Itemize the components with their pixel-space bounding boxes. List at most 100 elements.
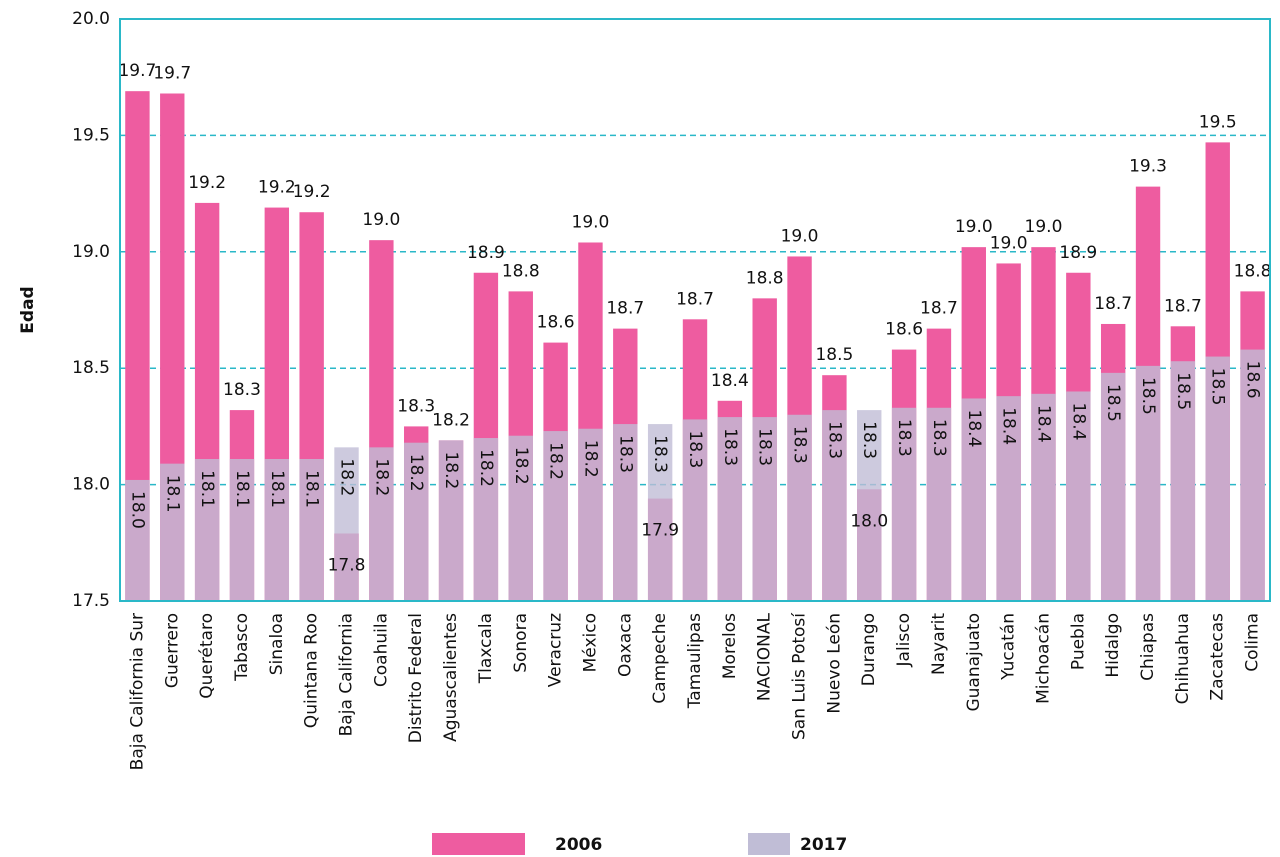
data-label: 18.2 [337, 458, 357, 496]
data-label: 17.9 [641, 521, 679, 541]
data-label: 18.4 [1033, 405, 1053, 443]
data-label: 19.0 [572, 212, 610, 232]
data-label: 18.3 [929, 419, 949, 457]
data-label: 18.6 [537, 313, 575, 333]
bar [1135, 365, 1161, 601]
bar [787, 414, 812, 601]
bar [438, 440, 464, 601]
data-label: 18.4 [711, 371, 749, 391]
data-label: 18.4 [1068, 403, 1088, 441]
bar [682, 419, 708, 601]
bar [334, 447, 359, 601]
data-label: 18.7 [606, 299, 644, 319]
x-tick-label: Quintana Roo [302, 613, 322, 728]
data-label: 19.0 [955, 217, 993, 237]
x-tick-label: Baja California [337, 613, 357, 736]
data-label: 18.5 [1173, 372, 1193, 410]
y-tick-label: 18.0 [72, 475, 110, 495]
x-tick-label: Puebla [1068, 613, 1088, 670]
x-tick-label: Guerrero [162, 613, 182, 688]
data-label: 18.1 [267, 470, 287, 508]
bar [926, 407, 952, 601]
bar [229, 458, 255, 601]
bar [264, 458, 290, 601]
data-label: 19.0 [1025, 217, 1063, 237]
x-tick-label: Querétaro [197, 613, 217, 699]
x-tick-label: Sonora [511, 613, 531, 673]
x-tick-label: Michoacán [1033, 613, 1053, 704]
bar [1240, 349, 1265, 601]
x-tick-label: Veracruz [546, 613, 566, 687]
bar [961, 398, 986, 601]
x-tick-label: Guanajuato [964, 613, 984, 712]
data-label: 18.8 [1234, 261, 1272, 281]
data-label: 18.2 [371, 458, 391, 496]
x-tick-label: Yucatán [999, 613, 1019, 681]
y-tick-label: 18.5 [72, 358, 110, 378]
bar [1066, 391, 1091, 601]
data-label: 19.0 [781, 226, 819, 246]
data-label: 19.3 [1129, 157, 1167, 177]
data-label: 18.3 [824, 421, 844, 459]
bar [717, 417, 743, 601]
x-tick-label: Morelos [720, 613, 740, 679]
data-label: 18.2 [406, 454, 426, 492]
x-tick-label: NACIONAL [755, 612, 775, 701]
y-tick-label: 17.5 [72, 591, 110, 611]
bar [822, 410, 847, 601]
x-tick-label: San Luis Potosí [790, 612, 810, 740]
data-label: 19.2 [293, 182, 331, 202]
bar [543, 431, 568, 601]
x-tick-label: Aguascalientes [441, 613, 461, 742]
data-label: 18.2 [546, 442, 566, 480]
data-label: 18.2 [580, 440, 600, 478]
bar [160, 463, 185, 601]
data-label: 18.2 [511, 447, 531, 485]
x-tick-label: Nayarit [929, 613, 949, 675]
x-tick-label: Durango [859, 613, 879, 686]
x-tick-label: Oaxaca [615, 613, 635, 677]
bar [508, 435, 533, 601]
data-label: 19.5 [1199, 112, 1237, 132]
legend-label: 2006 [555, 835, 602, 855]
x-tick-label: Nuevo León [824, 613, 844, 714]
legend-label: 2017 [800, 835, 847, 855]
data-label: 18.7 [1164, 296, 1202, 316]
data-label: 18.0 [850, 511, 888, 531]
y-tick-label: 20.0 [72, 9, 110, 29]
data-label: 18.6 [885, 320, 923, 340]
bar [1170, 361, 1196, 601]
x-tick-label: Hidalgo [1103, 613, 1123, 678]
bar [369, 447, 394, 601]
x-tick-label: Jalisco [894, 613, 914, 667]
bar [857, 410, 882, 601]
data-label: 18.9 [1059, 243, 1097, 263]
data-label: 18.3 [859, 421, 879, 459]
x-tick-label: Zacatecas [1208, 613, 1228, 701]
bar [404, 442, 429, 601]
bar [578, 428, 603, 601]
data-label: 18.1 [197, 470, 217, 508]
data-label: 18.3 [720, 428, 740, 466]
data-label: 19.2 [258, 178, 296, 198]
bar [891, 407, 917, 601]
data-label: 18.5 [815, 345, 853, 365]
x-tick-label: Tlaxcala [476, 613, 496, 684]
x-tick-label: Distrito Federal [406, 613, 426, 743]
bar [1031, 393, 1056, 601]
data-label: 18.5 [1103, 384, 1123, 422]
bar [996, 396, 1021, 601]
data-label: 19.0 [362, 210, 400, 230]
x-tick-label: Colima [1243, 613, 1263, 672]
data-label: 18.0 [127, 491, 147, 529]
data-label: 18.3 [650, 435, 670, 473]
data-label: 18.2 [441, 451, 461, 489]
x-tick-label: Chihuahua [1173, 613, 1193, 704]
bar [1100, 372, 1126, 601]
bar [299, 458, 324, 601]
bar [125, 479, 150, 601]
data-label: 18.8 [746, 268, 784, 288]
data-label: 18.3 [790, 426, 810, 464]
data-label: 18.2 [432, 410, 470, 430]
x-tick-label: México [580, 613, 600, 672]
